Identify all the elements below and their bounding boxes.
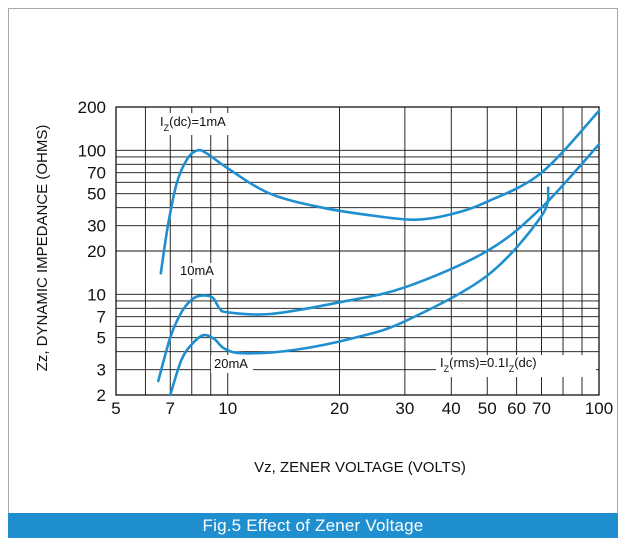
y-tick-label: 20 [87, 242, 106, 261]
x-tick-label: 70 [532, 399, 551, 418]
plot-border [115, 106, 600, 396]
ann-1mA: IZ(dc)=1mA [160, 114, 226, 133]
y-tick-label: 200 [78, 98, 106, 117]
ann-10mA: 10mA [180, 263, 214, 278]
x-tick-label: 60 [507, 399, 526, 418]
figure-caption: Fig.5 Effect of Zener Voltage [8, 513, 618, 538]
y-tick-label: 7 [97, 308, 106, 327]
x-tick-label: 7 [166, 399, 175, 418]
curve-series-3 [168, 186, 550, 397]
y-axis-label: Zz, DYNAMIC IMPEDANCE (OHMS) [34, 125, 51, 372]
x-tick-label: 30 [395, 399, 414, 418]
x-tick-label: 100 [585, 399, 613, 418]
curve-series-1 [159, 109, 601, 275]
x-tick-label: 5 [111, 399, 120, 418]
y-tick-label: 10 [87, 285, 106, 304]
grid [115, 106, 600, 396]
y-tick-label: 70 [87, 164, 106, 183]
y-tick-labels: 2 3 5 7 10 20 30 50 70 100 200 [78, 98, 106, 405]
y-tick-label: 30 [87, 217, 106, 236]
ann-1mA-bg [155, 113, 255, 135]
ann-20mA: 20mA [214, 356, 248, 371]
ann-rms: IZ(rms)=0.1IZ(dc) [440, 355, 537, 374]
ann-10mA-bg [178, 263, 216, 279]
x-tick-label: 40 [442, 399, 461, 418]
y-tick-label: 50 [87, 185, 106, 204]
x-axis-label: Vz, ZENER VOLTAGE (VOLTS) [254, 459, 466, 476]
y-tick-label: 100 [78, 141, 106, 160]
ann-20mA-bg [211, 355, 253, 373]
x-tick-label: 20 [330, 399, 349, 418]
x-tick-labels: 5 7 10 20 30 40 50 60 70 100 [111, 399, 613, 418]
y-tick-label: 2 [97, 386, 106, 405]
ann-rms-bg [436, 355, 596, 377]
y-tick-label: 3 [97, 361, 106, 380]
x-tick-label: 50 [478, 399, 497, 418]
y-tick-label: 5 [97, 329, 106, 348]
x-tick-label: 10 [218, 399, 237, 418]
curves [157, 109, 601, 397]
curve-series-2 [157, 143, 601, 383]
